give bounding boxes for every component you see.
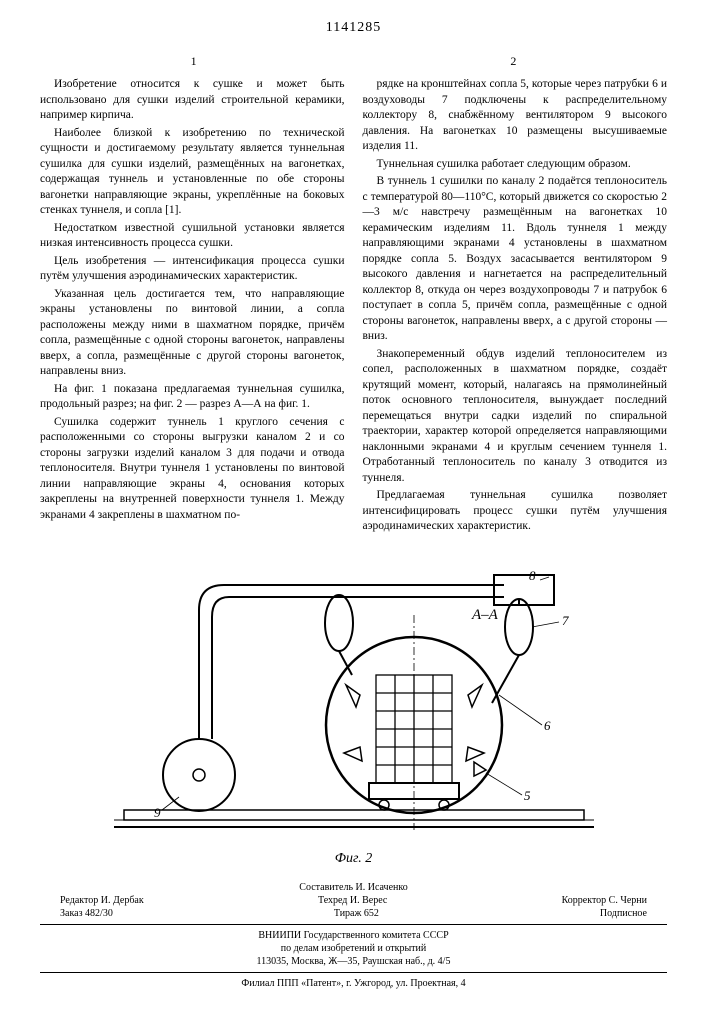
para: Изобретение относится к сушке и может бы…	[40, 77, 345, 124]
text-columns: Изобретение относится к сушке и может бы…	[40, 77, 667, 537]
para: Предлагаемая туннельная сушилка позволяе…	[363, 488, 668, 535]
para: Туннельная сушилка работает следующим об…	[363, 157, 668, 173]
label-6: 6	[544, 718, 551, 733]
label-7: 7	[562, 613, 569, 628]
compiler: Составитель И. Исаченко	[40, 881, 667, 894]
para: рядке на кронштейнах сопла 5, которые че…	[363, 77, 668, 155]
figure-caption: Фиг. 2	[40, 851, 667, 867]
para: Недостатком известной сушильной установк…	[40, 221, 345, 252]
section-label: А–А	[471, 607, 499, 623]
para: Наиболее близкой к изобретению по технич…	[40, 126, 345, 219]
label-5: 5	[524, 788, 531, 803]
para: Указанная цель достигается тем, что напр…	[40, 287, 345, 380]
corrector: Корректор С. Черни	[562, 894, 647, 907]
label-8: 8	[529, 568, 536, 583]
para: Сушилка содержит туннель 1 круглого сече…	[40, 415, 345, 524]
techred: Техред И. Верес	[318, 894, 387, 907]
para: Знакопеременный обдув изделий теплоносит…	[363, 347, 668, 487]
col-num-left: 1	[40, 54, 347, 69]
figure-2-svg: А–А 5 6 7 8 9	[94, 555, 614, 845]
addr1: 113035, Москва, Ж—35, Раушская наб., д. …	[40, 955, 667, 968]
branch: Филиал ППП «Патент», г. Ужгород, ул. Про…	[40, 977, 667, 990]
order: Заказ 482/30	[60, 907, 113, 920]
footer: Составитель И. Исаченко Редактор И. Дерб…	[40, 881, 667, 990]
para: В туннель 1 сушилки по каналу 2 подаётся…	[363, 174, 668, 345]
para: Цель изобретения — интенсификация процес…	[40, 254, 345, 285]
column-numbers: 1 2	[40, 54, 667, 69]
para: На фиг. 1 показана предлагаемая туннельн…	[40, 382, 345, 413]
org2: по делам изобретений и открытий	[40, 942, 667, 955]
label-9: 9	[154, 805, 161, 820]
tirazh: Тираж 652	[334, 907, 379, 920]
col-num-right: 2	[360, 54, 667, 69]
left-column: Изобретение относится к сушке и может бы…	[40, 77, 345, 537]
patent-number: 1141285	[40, 20, 667, 36]
right-column: рядке на кронштейнах сопла 5, которые че…	[363, 77, 668, 537]
figure-2: А–А 5 6 7 8 9 Фиг. 2	[40, 555, 667, 867]
editor: Редактор И. Дербак	[60, 894, 144, 907]
subscription: Подписное	[600, 907, 647, 920]
org1: ВНИИПИ Государственного комитета СССР	[40, 929, 667, 942]
